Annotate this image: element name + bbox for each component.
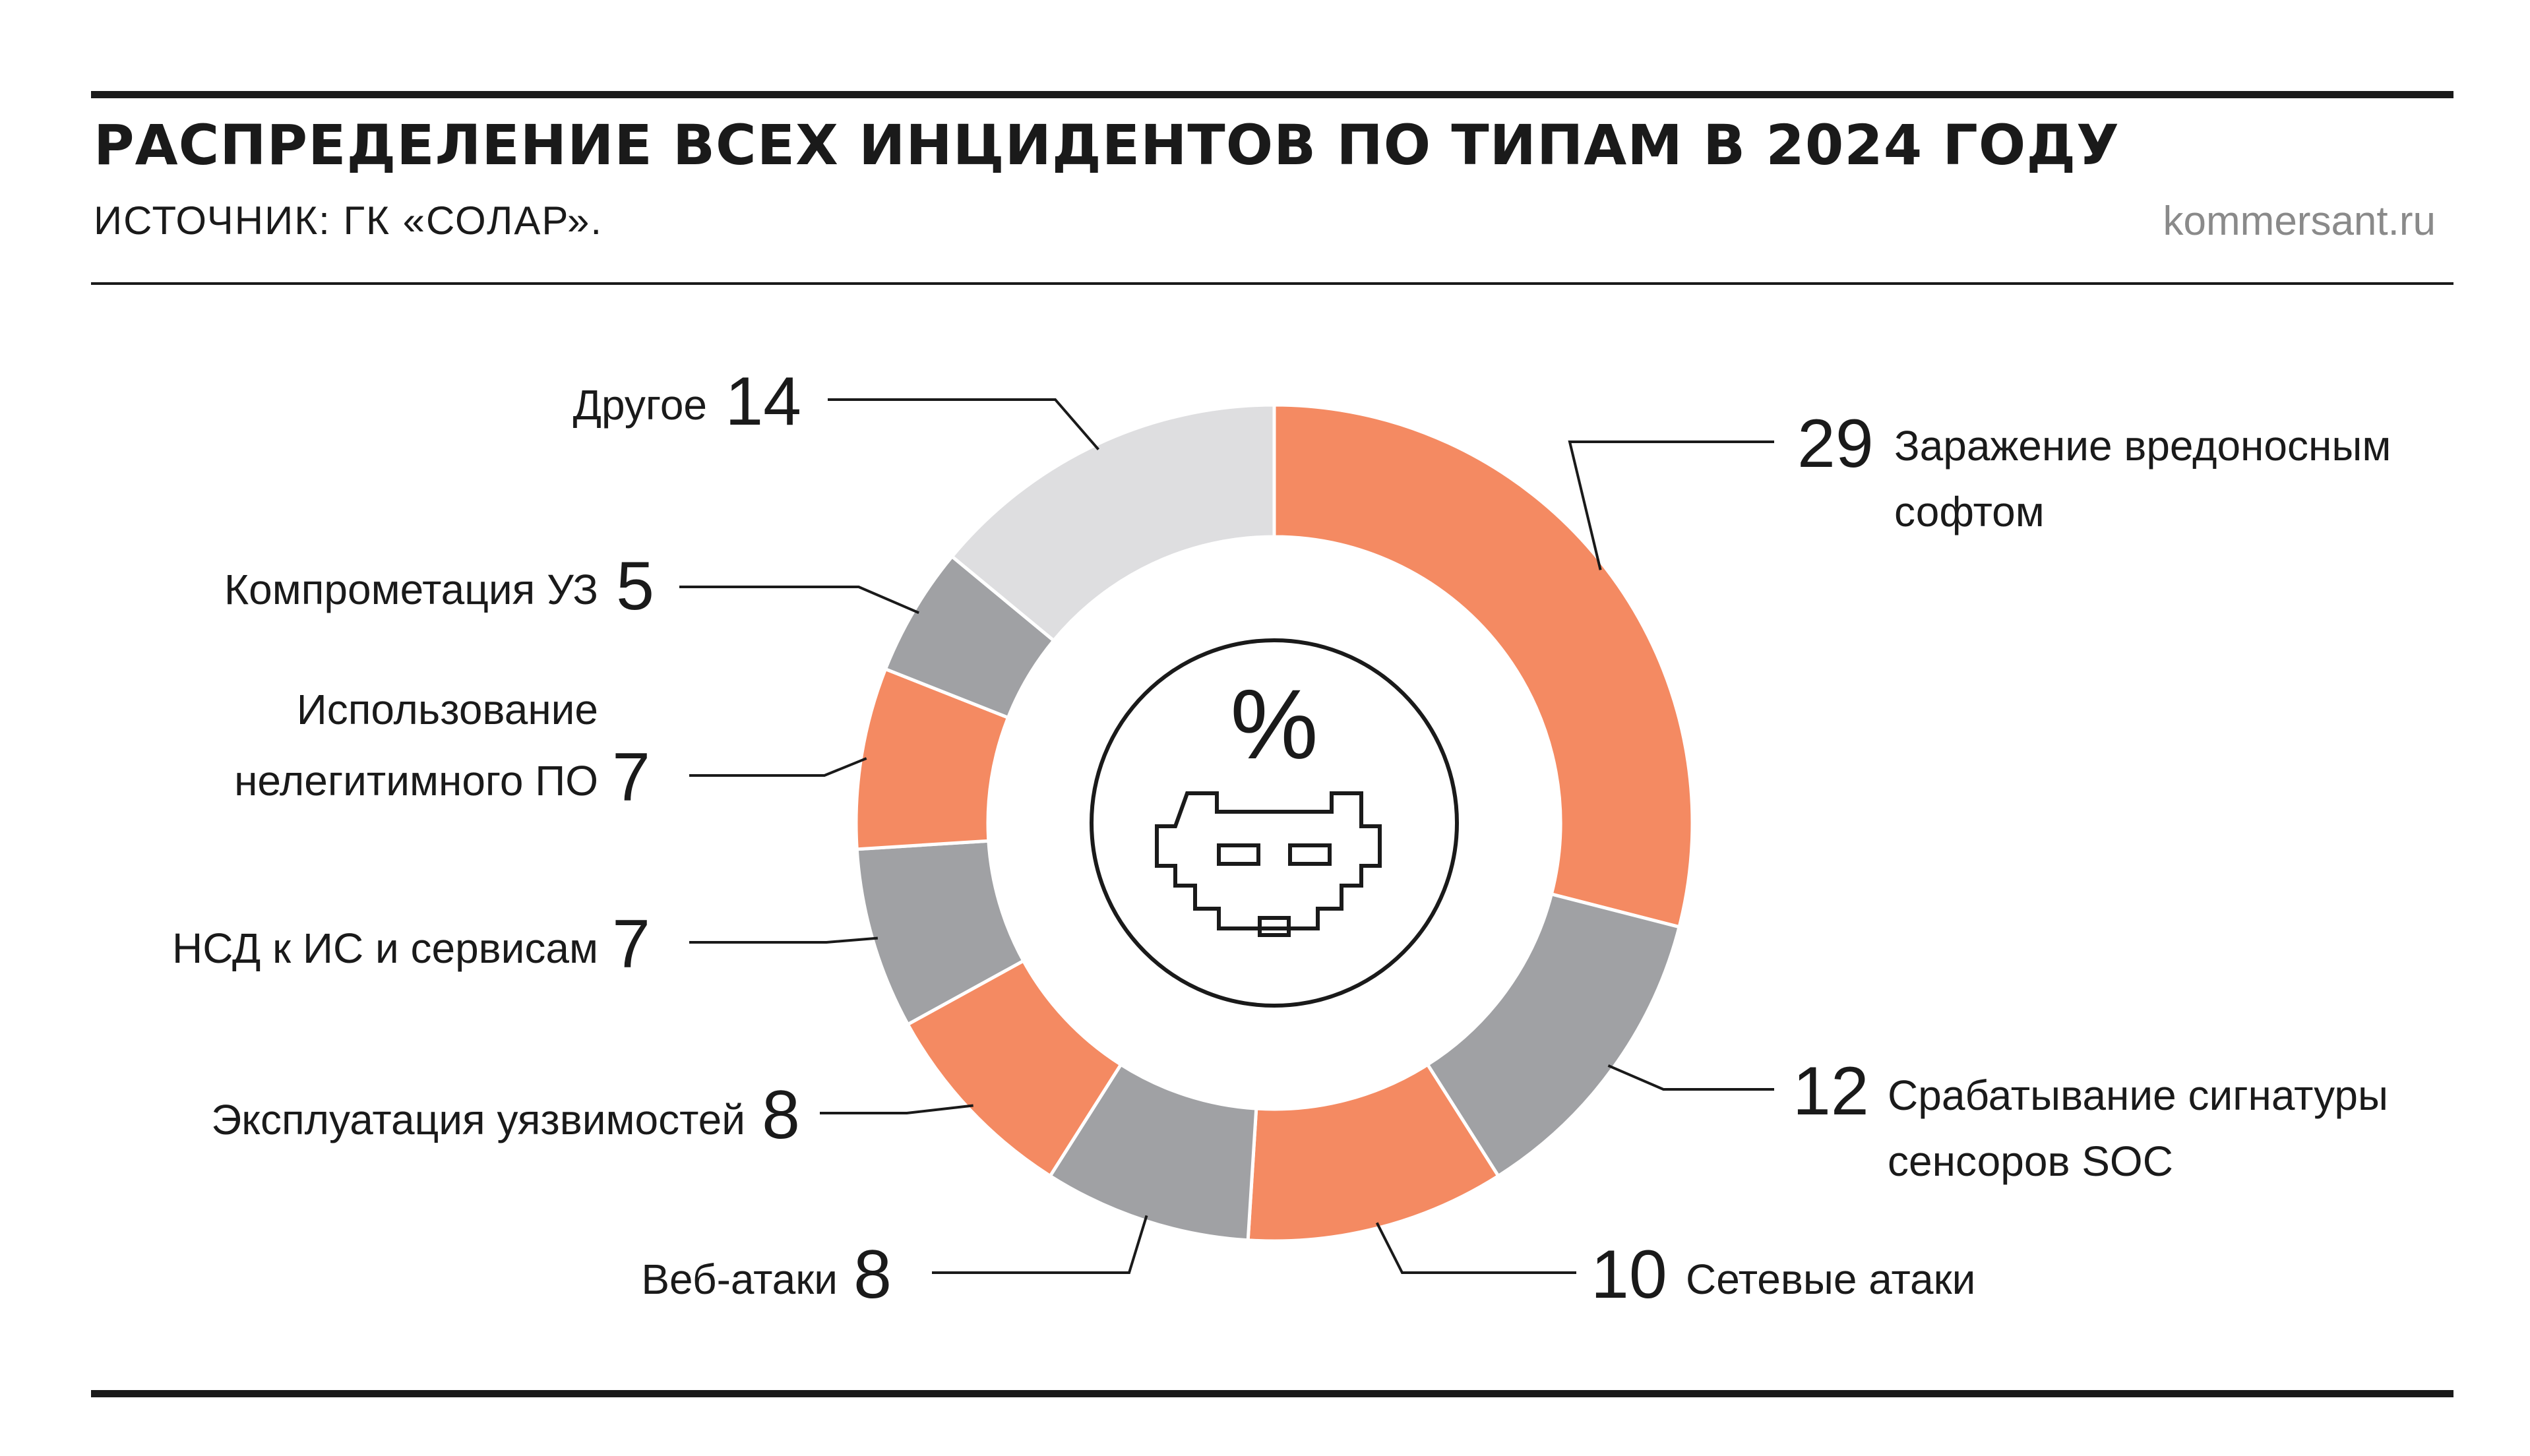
site-credit: kommersant.ru (2163, 198, 2436, 244)
slice-labels: 29 Заражение вредоносным софтом 12 Срабатыва… (172, 363, 2391, 1313)
percent-symbol: % (1230, 669, 1318, 779)
slice-label-9: Другое (573, 381, 707, 429)
leader-line-3 (1375, 1222, 1576, 1274)
slice-label-5: Эксплуатация уязвимостей (211, 1096, 745, 1143)
slice-label-1-line-2: софтом (1894, 488, 2045, 535)
slice-value-9: 14 (725, 363, 801, 440)
center-badge: % (1090, 638, 1459, 1008)
leader-line-1 (1568, 440, 1774, 570)
slice-value-8: 5 (616, 548, 654, 624)
donut-slice-1 (1272, 403, 1694, 929)
slice-value-6: 7 (612, 906, 650, 983)
slice-value-4: 8 (853, 1236, 892, 1313)
leader-line-7 (689, 757, 867, 777)
slice-label-7-line-2: нелегитимного ПО (234, 757, 598, 804)
chart-title: РАСПРЕДЕЛЕНИЕ ВСЕХ ИНЦИДЕНТОВ ПО ТИПАМ В… (94, 113, 2120, 177)
slice-value-2: 12 (1793, 1053, 1869, 1130)
leader-line-9 (828, 398, 1099, 450)
pixel-robot-icon (1155, 791, 1382, 937)
donut-slice-9 (949, 403, 1276, 643)
center-circle (1090, 638, 1459, 1008)
slice-value-5: 8 (762, 1077, 800, 1153)
slice-value-7: 7 (612, 739, 650, 816)
slice-label-2-line-1: Срабатывание сигнатуры (1888, 1072, 2388, 1119)
slice-label-1-line-1: Заражение вредоносным (1894, 422, 2391, 470)
leader-line-5 (820, 1104, 973, 1114)
leader-line-6 (689, 936, 879, 944)
leader-lines (679, 398, 1774, 1274)
top-rule (91, 91, 2453, 98)
slice-label-6: НСД к ИС и сервисам (172, 925, 598, 972)
leader-line-4 (932, 1215, 1148, 1274)
leader-line-8 (679, 586, 919, 615)
slice-label-7-line-1: Использование (297, 686, 598, 733)
bottom-rule (91, 1390, 2453, 1397)
donut-slices (854, 403, 1694, 1243)
header-rule (91, 282, 2453, 285)
slice-value-1: 29 (1797, 406, 1874, 482)
slice-value-3: 10 (1591, 1236, 1667, 1313)
slice-label-2-line-2: сенсоров SOC (1888, 1138, 2173, 1185)
slice-label-4: Веб-атаки (641, 1256, 838, 1303)
slice-label-3: Сетевые атаки (1686, 1256, 1975, 1303)
leader-line-2 (1607, 1064, 1774, 1091)
slice-label-8: Компрометация УЗ (224, 566, 598, 613)
source-note: ИСТОЧНИК: ГК «СОЛАР». (94, 198, 603, 243)
